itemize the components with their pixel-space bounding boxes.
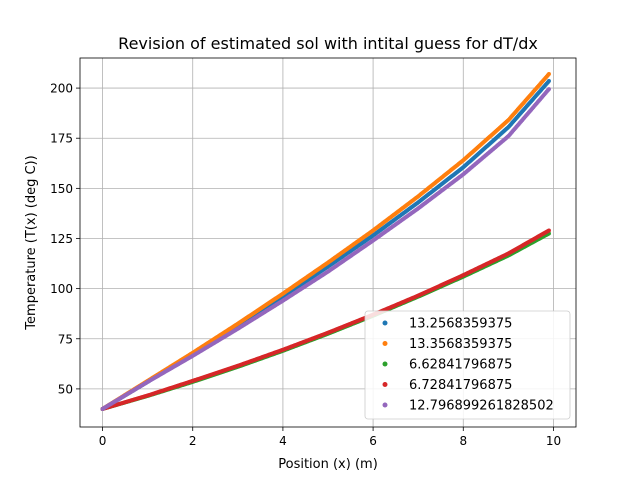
series-6.72841796875 <box>100 228 551 411</box>
y-tick-label: 50 <box>58 382 73 396</box>
y-tick-label: 100 <box>50 282 73 296</box>
legend-entry: 6.62841796875 <box>382 358 512 373</box>
x-tick-label: 4 <box>279 434 287 448</box>
y-tick-label: 150 <box>50 182 73 196</box>
grid <box>80 58 576 427</box>
legend-label: 12.796899261828502 <box>409 399 554 414</box>
legend-marker <box>382 382 388 387</box>
y-tick-label: 75 <box>58 332 73 346</box>
legend-label: 6.62841796875 <box>409 358 512 373</box>
x-tick-label: 10 <box>546 434 561 448</box>
legend-box <box>364 310 571 420</box>
series-12.796899261828502 <box>100 87 551 411</box>
x-tick-label: 8 <box>459 434 467 448</box>
data-point <box>546 72 551 77</box>
legend-label: 13.2568359375 <box>409 317 512 332</box>
legend-marker <box>382 320 388 326</box>
legend: 13.2568359375 13.3568359375 6.62841796875 6… <box>364 310 571 420</box>
x-tick-label: 2 <box>189 434 197 448</box>
x-axis-label: Position (x) (m) <box>278 457 378 472</box>
chart-title: Revision of estimated sol with intital g… <box>118 34 538 53</box>
y-tick-label: 175 <box>50 132 73 146</box>
y-tick-label: 200 <box>50 82 73 96</box>
legend-entry: 12.796899261828502 <box>382 399 554 414</box>
data-point <box>546 79 551 84</box>
x-tick-label: 6 <box>369 434 377 448</box>
y-axis-label: Temperature (T(x) (deg C)) <box>24 155 39 330</box>
legend-label: 6.72841796875 <box>409 378 512 393</box>
legend-entry: 6.72841796875 <box>382 378 512 393</box>
data-point <box>546 228 551 233</box>
legend-marker <box>382 341 388 346</box>
legend-marker <box>382 361 388 367</box>
legend-entry: 13.3568359375 <box>382 337 512 352</box>
ticks: 0 2 4 6 8 10 50 75 100 125 150 175 200 <box>50 82 561 448</box>
y-tick-label: 125 <box>50 232 73 246</box>
data-layer <box>100 72 551 411</box>
legend-marker <box>382 402 388 408</box>
legend-entry: 13.2568359375 <box>382 317 512 332</box>
x-tick-label: 0 <box>99 434 107 448</box>
data-point <box>546 87 551 92</box>
legend-label: 13.3568359375 <box>409 337 512 352</box>
axes-frame <box>79 57 577 428</box>
